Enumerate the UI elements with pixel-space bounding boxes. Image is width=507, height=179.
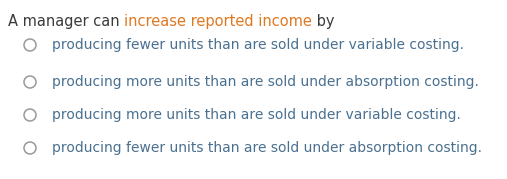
Text: increase reported income: increase reported income xyxy=(124,14,312,29)
Text: producing fewer units than are sold under variable costing.: producing fewer units than are sold unde… xyxy=(52,38,464,52)
Text: producing more units than are sold under absorption costing.: producing more units than are sold under… xyxy=(52,75,479,89)
Text: by: by xyxy=(312,14,335,29)
Text: A manager can: A manager can xyxy=(8,14,124,29)
Text: producing fewer units than are sold under absorption costing.: producing fewer units than are sold unde… xyxy=(52,141,482,155)
Text: producing more units than are sold under variable costing.: producing more units than are sold under… xyxy=(52,108,461,122)
